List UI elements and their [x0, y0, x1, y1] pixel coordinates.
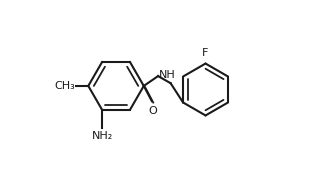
- Text: NH: NH: [159, 70, 176, 80]
- Text: O: O: [149, 106, 157, 116]
- Text: CH₃: CH₃: [54, 81, 75, 91]
- Text: NH₂: NH₂: [92, 131, 113, 141]
- Text: F: F: [202, 48, 209, 58]
